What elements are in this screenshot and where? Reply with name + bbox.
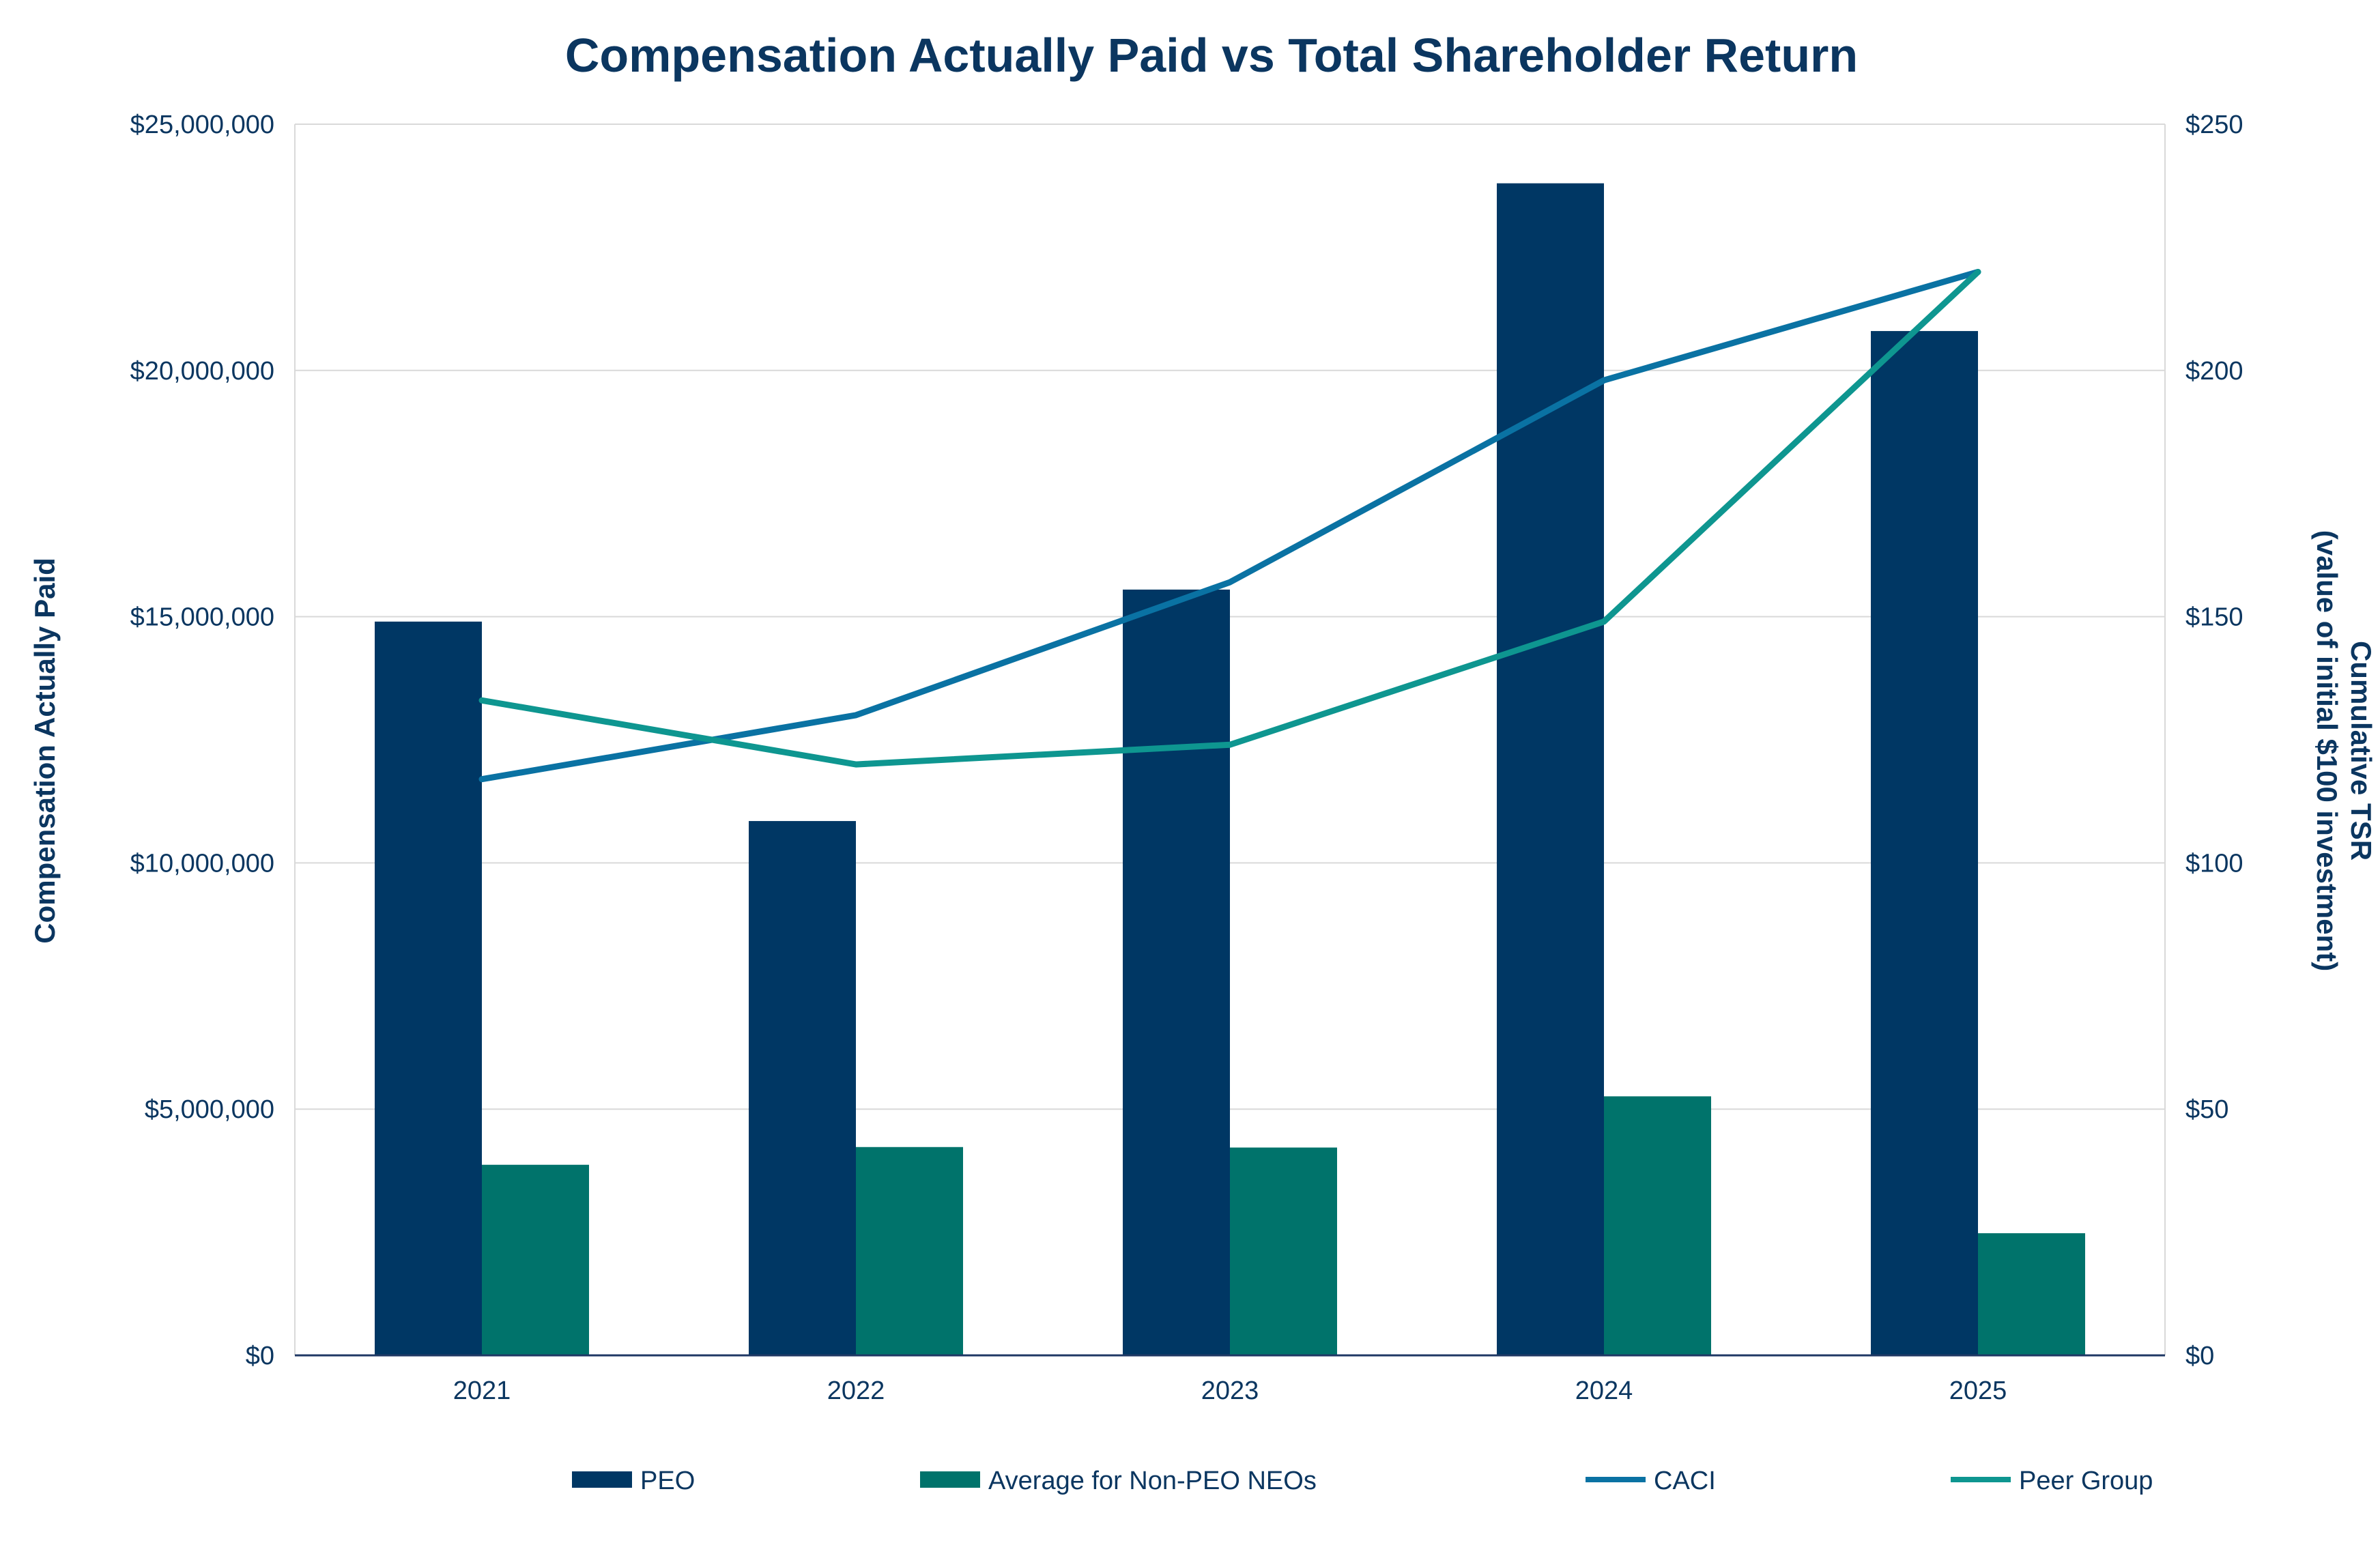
x-tick-label: 2025 [1949,1377,2007,1405]
x-axis-ticks: 2021 2022 2023 2024 2025 [453,1377,2007,1405]
y2-tick-label: $150 [2185,603,2243,632]
y2-axis-title-line2: (value of initial $100 investment) [2311,530,2343,972]
y-tick-label: $20,000,000 [130,357,274,386]
bar-average-for-non-peo-neos-2024 [1604,1096,1711,1355]
bar-peo-2023 [1123,589,1230,1355]
x-tick-label: 2024 [1575,1377,1633,1405]
left-axis-ticks: $0 $5,000,000 $10,000,000 $15,000,000 $20,00… [130,111,274,1370]
legend-label: PEO [640,1467,695,1495]
right-axis-ticks: $0 $50 $100 $150 $200 $250 [2185,111,2243,1370]
y-axis-title: Compensation Actually Paid [29,558,61,944]
legend-label: CACI [1654,1467,1716,1495]
bar-average-for-non-peo-neos-2022 [856,1147,963,1355]
bar-peo-2022 [749,821,856,1355]
y2-tick-label: $50 [2185,1095,2228,1124]
y2-tick-label: $250 [2185,111,2243,139]
legend-label: Peer Group [2019,1467,2153,1495]
bar-peo-2025 [1871,331,1978,1355]
line-peer-group [478,268,1981,768]
legend-swatch [920,1471,980,1488]
y-tick-label: $5,000,000 [145,1095,274,1124]
legend-swatch [572,1471,632,1488]
y2-tick-label: $0 [2185,1342,2214,1370]
y-tick-label: $25,000,000 [130,111,274,139]
y2-axis-title-line1: Cumulative TSR [2345,641,2377,861]
y-tick-label: $10,000,000 [130,849,274,878]
y2-tick-label: $200 [2185,357,2243,386]
x-tick-label: 2021 [453,1377,511,1405]
x-tick-label: 2023 [1201,1377,1259,1405]
bar-average-for-non-peo-neos-2025 [1978,1233,2085,1355]
legend: PEO Average for Non-PEO NEOs CACI Peer Grou… [572,1467,2153,1495]
y-tick-label: $15,000,000 [130,603,274,632]
bar-average-for-non-peo-neos-2023 [1230,1147,1337,1355]
bar-peo-2024 [1497,183,1604,1355]
x-tick-label: 2022 [827,1377,885,1405]
legend-label: Average for Non-PEO NEOs [988,1467,1317,1495]
y-tick-label: $0 [246,1342,274,1370]
y2-tick-label: $100 [2185,849,2243,878]
chart-title: Compensation Actually Paid vs Total Shar… [565,29,1858,82]
bars [375,183,2085,1356]
axes [294,124,2166,1357]
line-caci [478,268,1981,783]
bar-average-for-non-peo-neos-2021 [482,1164,589,1355]
series-lines [478,268,1981,783]
bar-peo-2021 [375,621,482,1356]
